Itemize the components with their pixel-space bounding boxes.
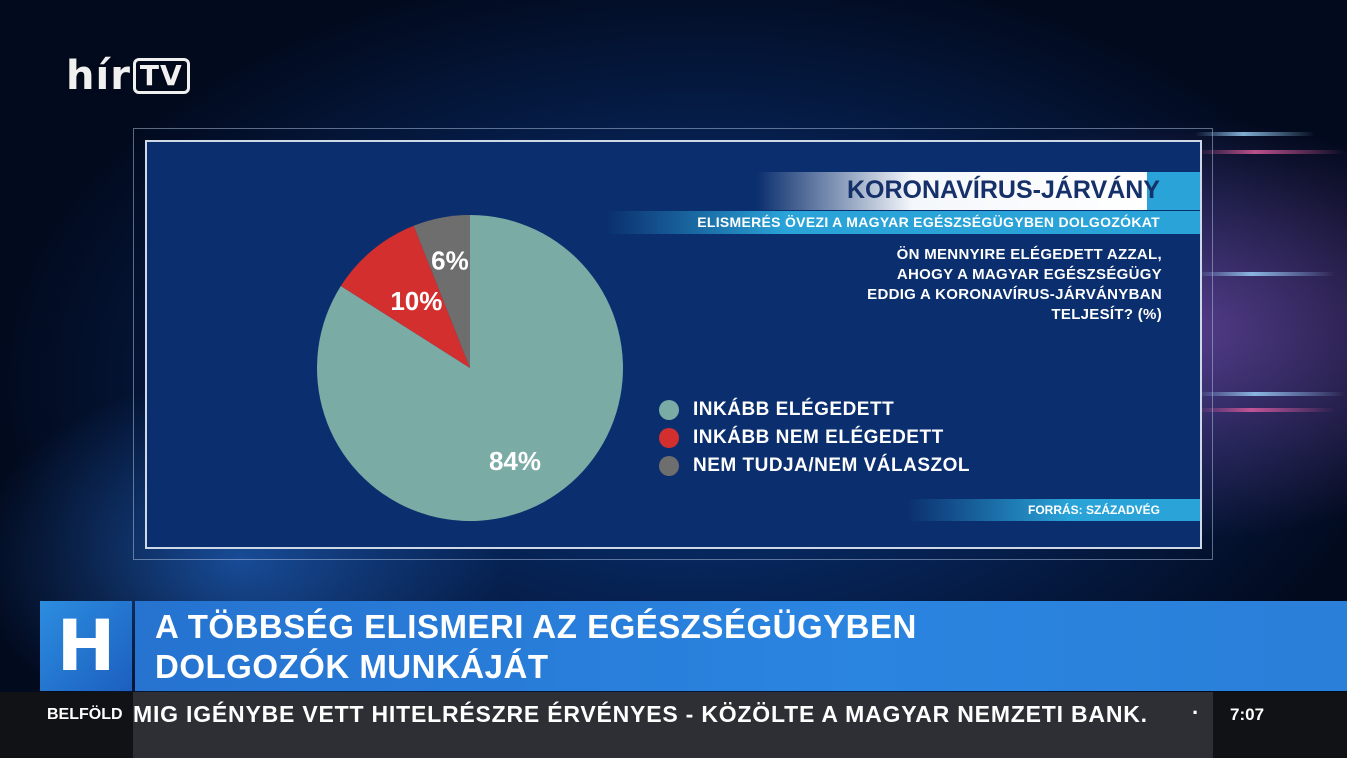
chart-panel: 84% 10% 6% KORONAVÍRUS-JÁRVÁNY ELISMERÉS Ö… xyxy=(145,140,1202,549)
ticker-message-box: MIG IGÉNYBE VETT HITELRÉSZRE ÉRVÉNYES - … xyxy=(133,692,1213,758)
title-bar: KORONAVÍRUS-JÁRVÁNY xyxy=(757,172,1200,210)
survey-question: ÖN MENNYIRE ELÉGEDETT AZZAL, AHOGY A MAG… xyxy=(867,246,1162,323)
pie-label: 10% xyxy=(390,286,442,316)
chart-legend: INKÁBB ELÉGEDETT INKÁBB NEM ELÉGEDETT NE… xyxy=(659,396,970,480)
headline: A TÖBBSÉG ELISMERI AZ EGÉSZSÉGÜGYBEN DOL… xyxy=(155,607,917,687)
ticker-separator: · xyxy=(1192,700,1200,725)
chart-title: KORONAVÍRUS-JÁRVÁNY xyxy=(846,176,1160,204)
legend-item-satisfied: INKÁBB ELÉGEDETT xyxy=(659,396,970,424)
pie-label: 6% xyxy=(431,246,469,276)
channel-logo: hír TV xyxy=(66,54,190,98)
legend-label: INKÁBB ELÉGEDETT xyxy=(693,399,895,420)
legend-label: INKÁBB NEM ELÉGEDETT xyxy=(693,427,944,448)
background-streak xyxy=(1195,408,1335,412)
headline-line-1: A TÖBBSÉG ELISMERI AZ EGÉSZSÉGÜGYBEN xyxy=(155,608,917,645)
source-bar: FORRÁS: SZÁZADVÉG xyxy=(907,499,1200,521)
channel-logo-text: hír xyxy=(66,53,131,99)
legend-item-not-satisfied: INKÁBB NEM ELÉGEDETT xyxy=(659,424,970,452)
ticker-category: BELFÖLD xyxy=(47,706,123,723)
legend-swatch xyxy=(659,428,679,448)
headline-bar: A TÖBBSÉG ELISMERI AZ EGÉSZSÉGÜGYBEN DOL… xyxy=(135,601,1347,691)
legend-swatch xyxy=(659,456,679,476)
chart-subtitle: ELISMERÉS ÖVEZI A MAGYAR EGÉSZSÉGÜGYBEN … xyxy=(697,214,1160,230)
pie-slice-not-satisfied xyxy=(340,225,470,368)
pie-label: 84% xyxy=(489,446,541,476)
background-streak xyxy=(1195,132,1315,136)
legend-label: NEM TUDJA/NEM VÁLASZOL xyxy=(693,455,970,476)
background-streak xyxy=(1195,272,1335,276)
news-badge: H xyxy=(40,601,132,691)
headline-line-2: DOLGOZÓK MUNKÁJÁT xyxy=(155,648,549,685)
chart-source: FORRÁS: SZÁZADVÉG xyxy=(1028,503,1160,517)
pie-slice-no-answer xyxy=(413,215,470,368)
legend-item-no-answer: NEM TUDJA/NEM VÁLASZOL xyxy=(659,452,970,480)
channel-logo-tv: TV xyxy=(132,58,190,94)
legend-swatch xyxy=(659,400,679,420)
background-streak xyxy=(1195,150,1345,154)
ticker-message: MIG IGÉNYBE VETT HITELRÉSZRE ÉRVÉNYES - … xyxy=(133,701,1148,727)
pie-chart: 84% 10% 6% xyxy=(316,215,623,521)
ticker-time: 7:07 xyxy=(1230,705,1265,724)
background-streak xyxy=(1195,392,1345,396)
graphic-frame xyxy=(133,128,1213,560)
subtitle-bar: ELISMERÉS ÖVEZI A MAGYAR EGÉSZSÉGÜGYBEN … xyxy=(607,211,1200,234)
news-ticker: BELFÖLD MIG IGÉNYBE VETT HITELRÉSZRE ÉRV… xyxy=(0,692,1347,758)
